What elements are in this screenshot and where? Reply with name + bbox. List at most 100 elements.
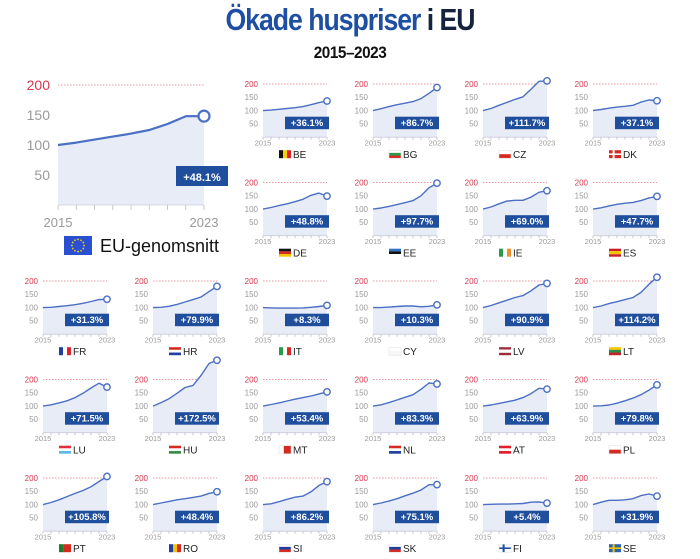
y-tick-label: 100 [465, 500, 479, 509]
change-badge [65, 313, 109, 327]
x-tick-label: 2015 [35, 533, 52, 542]
flag-stripe [499, 352, 511, 356]
data-point-end [543, 76, 551, 85]
change-label: +111.7% [509, 118, 546, 129]
change-label: +79.9% [181, 315, 214, 326]
change-badge [285, 116, 329, 130]
y-tick-label: 200 [245, 474, 259, 483]
y-tick-label: 50 [139, 415, 148, 424]
flag-stripe [279, 251, 291, 255]
flag-star [82, 241, 85, 244]
flag-stripe [499, 248, 503, 257]
country-label: BG [403, 150, 418, 161]
series-line [57, 115, 205, 147]
x-tick-label: 2015 [255, 139, 272, 148]
change-label: +86.7% [401, 118, 434, 129]
y-tick-label: 150 [245, 93, 259, 102]
flag-stripe [609, 349, 621, 353]
series-line [592, 99, 658, 112]
area-fill [263, 481, 327, 532]
x-tick-label: 2023 [429, 139, 446, 148]
change-label: +31.9% [621, 512, 654, 523]
country-label: CZ [513, 150, 526, 161]
flag-border [498, 149, 512, 159]
country-panel-ee: 200 150 100 50 2015 2023 +97.7% EE [355, 178, 446, 259]
x-tick-label: 2015 [365, 139, 382, 148]
flag-icon [278, 445, 292, 454]
series-line [372, 86, 438, 112]
country-panel-dk: 200 150 100 50 2015 2023 +37.1% DK [575, 80, 666, 161]
change-badge [615, 510, 659, 524]
series-line [482, 387, 548, 407]
flag-border [278, 543, 292, 553]
y-tick-label: 50 [579, 218, 588, 227]
x-tick-label: 2015 [585, 237, 602, 246]
change-badge [505, 412, 549, 425]
x-tick-label: 2015 [255, 336, 272, 345]
flag-stripe [389, 544, 401, 547]
y-tick-label: 50 [359, 415, 368, 424]
y-tick-label: 200 [135, 277, 149, 286]
x-tick-label: 2015 [365, 336, 382, 345]
y-tick-label: 150 [465, 290, 479, 299]
flag-stripe [169, 352, 181, 356]
y-tick-label: 100 [135, 402, 149, 411]
flag-stripe [279, 549, 291, 553]
flag-stripe [59, 347, 63, 356]
y-tick-label: 200 [245, 80, 259, 89]
data-point-end [103, 295, 111, 304]
flag-stripe [389, 451, 401, 454]
flag-stripe [169, 445, 181, 449]
y-tick-label: 100 [245, 303, 259, 312]
x-tick-label: 2015 [365, 434, 382, 443]
flag-stripe [389, 155, 401, 159]
flag-stripe [283, 150, 287, 159]
flag-stripe [499, 150, 511, 155]
country-label: DK [623, 150, 637, 161]
country-label: SK [403, 544, 417, 555]
area-fill [373, 383, 437, 433]
flag-stripe [169, 448, 181, 452]
y-tick-label: 200 [465, 277, 479, 286]
change-label: +114.2% [618, 315, 656, 326]
flag-star [83, 244, 85, 247]
data-point-end [213, 282, 221, 291]
y-tick-label: 200 [465, 178, 479, 187]
country-panel-hu: 200 150 100 50 2015 2023 +172.5% HU [135, 356, 226, 457]
change-label: +63.9% [511, 413, 544, 424]
change-label: +10.3% [401, 315, 434, 326]
x-tick-label: 2023 [209, 434, 226, 443]
y-tick-label: 50 [29, 514, 38, 523]
change-label: +105.8% [68, 512, 106, 523]
series-line [152, 491, 218, 506]
country-label: DE [293, 249, 307, 260]
country-label: RO [183, 544, 198, 555]
flag-border [498, 543, 512, 553]
country-panel-pt: 200 150 100 50 2015 2023 +105.8% PT [25, 472, 115, 555]
x-tick-label: 2015 [475, 434, 492, 443]
change-label: +48.4% [181, 512, 214, 523]
y-tick-label: 100 [245, 500, 259, 509]
y-tick-label: 200 [355, 178, 369, 187]
country-label: HU [183, 446, 197, 457]
series-line [372, 382, 438, 407]
y-tick-label: 50 [249, 218, 258, 227]
country-label: EE [403, 249, 417, 260]
flag-stripe [389, 351, 401, 356]
flag-icon [169, 544, 181, 553]
flag-icon [608, 445, 622, 454]
data-point-end [103, 383, 111, 391]
change-badge [395, 215, 439, 228]
data-point-end [433, 480, 441, 489]
x-tick-label: 2023 [209, 533, 226, 542]
x-tick-label: 2023 [539, 139, 556, 148]
area-fill [373, 484, 437, 532]
country-panel-it: 200 150 100 50 2015 2023 +8.3% IT [245, 277, 336, 358]
y-tick-label: 100 [575, 106, 589, 115]
flag-stripe [609, 352, 621, 356]
flag-border [278, 445, 292, 454]
flag-icon [498, 543, 512, 553]
country-panel-lv: 200 150 100 50 2015 2023 +90.9% LV [465, 277, 556, 358]
y-tick-label: 150 [575, 487, 589, 496]
y-tick-label: 200 [465, 474, 479, 483]
